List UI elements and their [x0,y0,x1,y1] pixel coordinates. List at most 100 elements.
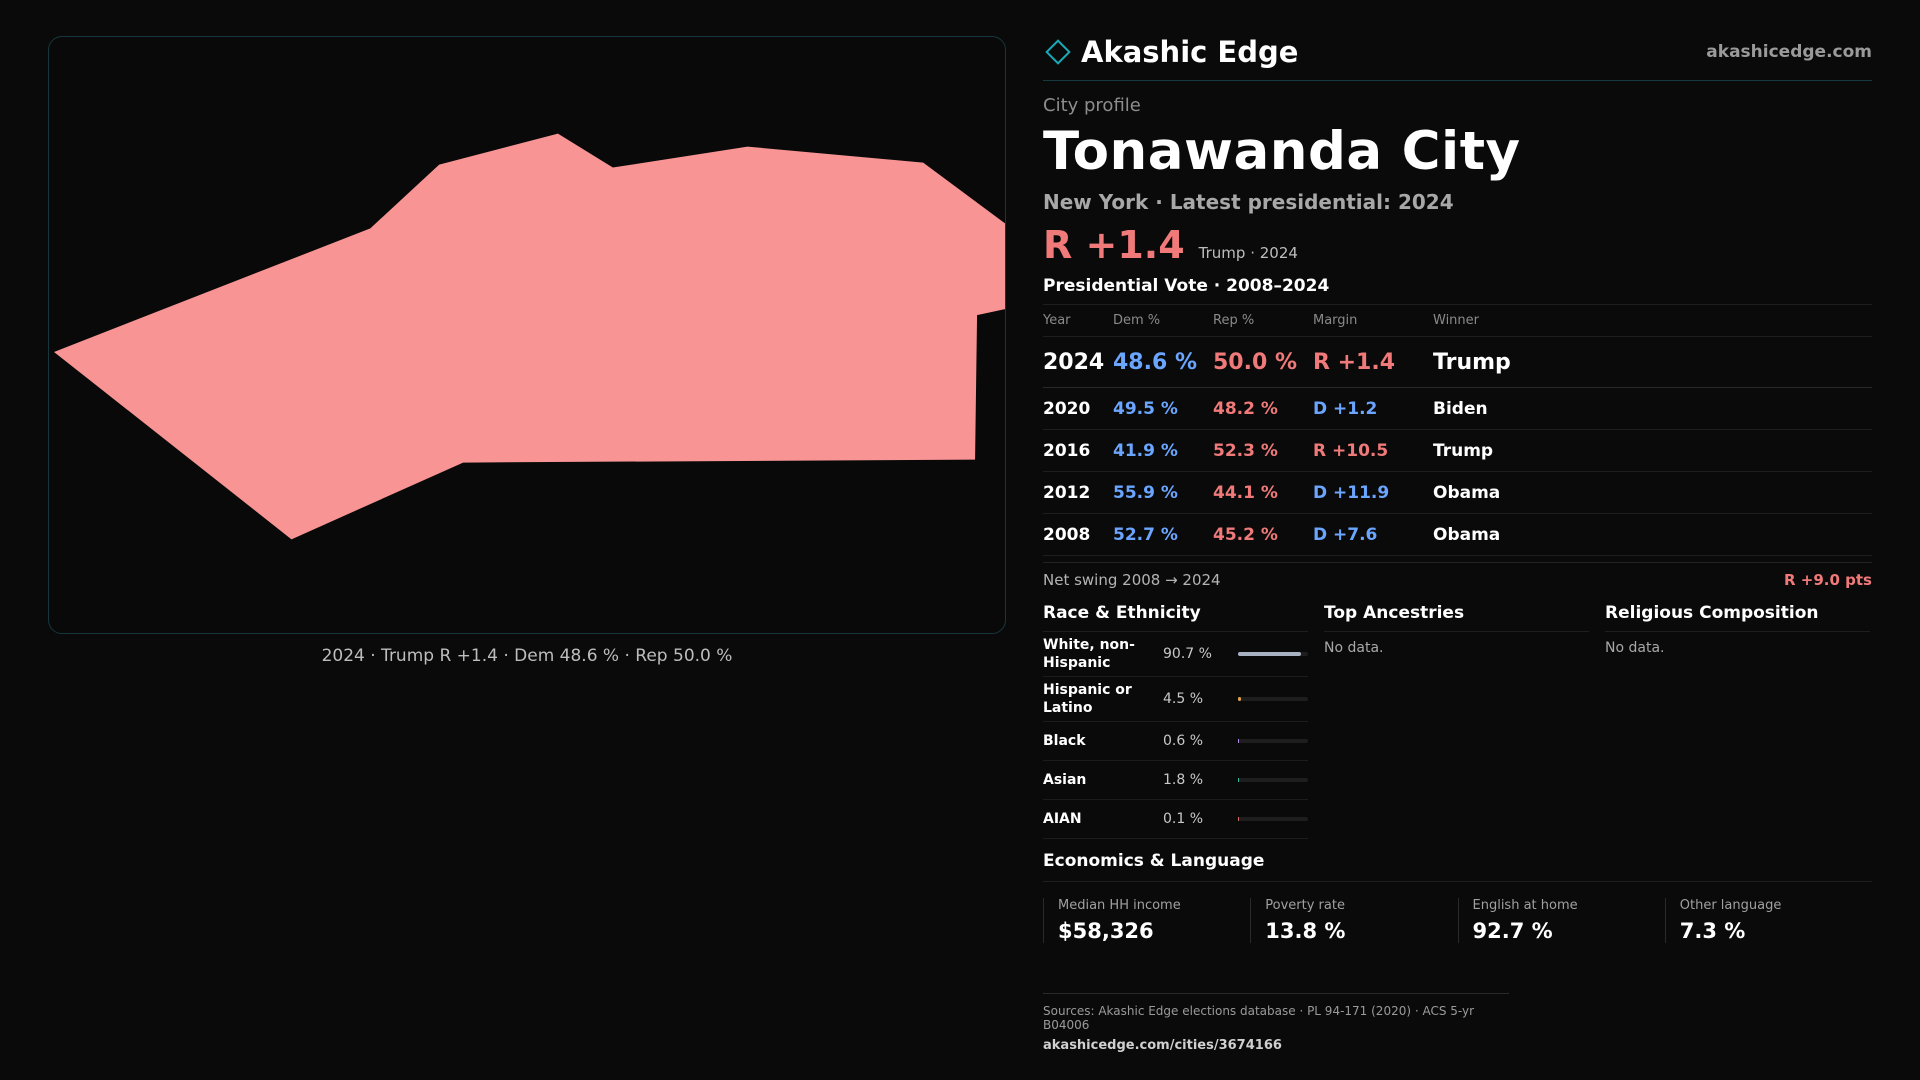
col-margin: Margin [1313,304,1433,337]
rep-cell: 50.0 % [1213,336,1313,388]
year-cell: 2012 [1043,471,1113,514]
margin-cell: R +1.4 [1313,336,1433,388]
race-bar [1238,778,1308,782]
margin-cell: D +7.6 [1313,513,1433,556]
stat-label: English at home [1472,898,1578,913]
dem-cell: 48.6 % [1113,336,1213,388]
rep-cell: 45.2 % [1213,513,1313,556]
race-bar [1238,697,1308,701]
race-bar [1238,652,1308,656]
footer-sources: Sources: Akashic Edge elections database… [1043,1004,1475,1032]
table-row[interactable]: 2016 41.9 % 52.3 % R +10.5 Trump [1043,429,1872,472]
margin-cell: R +10.5 [1313,429,1433,472]
race-bar [1238,739,1308,743]
economics-grid: Median HH income $58,326 Poverty rate 13… [1043,898,1872,943]
profile-panel: Akashic Edge akashicedge.com City profil… [1043,32,1872,1053]
winner-cell: Biden [1433,387,1872,430]
col-year: Year [1043,304,1113,337]
page-title: Tonawanda City [1043,121,1521,182]
table-row[interactable]: 2008 52.7 % 45.2 % D +7.6 Obama [1043,513,1872,556]
stat-card: Poverty rate 13.8 % [1250,898,1457,943]
race-bar [1238,817,1308,821]
year-cell: 2024 [1043,336,1113,388]
winner-cell: Trump [1433,336,1872,388]
race-bar-fill [1238,652,1302,656]
race-bar-fill [1238,778,1240,782]
headline-margin: R +1.4 Trump · 2024 [1043,224,1872,266]
race-pct: 0.6 % [1163,733,1204,749]
dem-cell: 41.9 % [1113,429,1213,472]
table-row[interactable]: 2024 48.6 % 50.0 % R +1.4 Trump [1043,336,1872,388]
race-pct: 0.1 % [1163,811,1204,827]
net-swing: Net swing 2008 → 2024 R +9.0 pts [1043,562,1872,589]
col-winner: Winner [1433,304,1872,337]
ancestries-section-title: Top Ancestries [1324,603,1589,632]
economics-section-title: Economics & Language [1043,851,1872,882]
net-swing-value: R +9.0 pts [1784,571,1872,589]
map-caption: 2024 · Trump R +1.4 · Dem 48.6 % · Rep 5… [321,646,733,666]
vote-table: Year Dem % Rep % Margin Winner 2024 48.6… [1043,304,1872,556]
dem-cell: 52.7 % [1113,513,1213,556]
city-boundary-shape[interactable] [53,133,1005,540]
race-row: Hispanic or Latino 4.5 % [1043,677,1308,722]
stat-label: Poverty rate [1265,898,1345,913]
year-cell: 2016 [1043,429,1113,472]
rep-cell: 48.2 % [1213,387,1313,430]
dem-cell: 49.5 % [1113,387,1213,430]
vote-table-header: Year Dem % Rep % Margin Winner [1043,304,1872,337]
stat-label: Other language [1679,898,1782,913]
race-section-title: Race & Ethnicity [1043,603,1308,632]
margin-cell: D +11.9 [1313,471,1433,514]
race-label: Black [1043,733,1086,749]
table-row[interactable]: 2020 49.5 % 48.2 % D +1.2 Biden [1043,387,1872,430]
footer-url[interactable]: akashicedge.com/cities/3674166 [1043,1038,1282,1053]
year-cell: 2008 [1043,513,1113,556]
page-kicker: City profile [1043,95,1141,116]
winner-cell: Obama [1433,471,1872,514]
headline-margin-meta: Trump · 2024 [1198,244,1298,262]
net-swing-label: Net swing 2008 → 2024 [1043,571,1221,589]
race-label: Hispanic or Latino [1043,682,1132,716]
stat-card: Median HH income $58,326 [1043,898,1250,943]
stat-card: Other language 7.3 % [1664,898,1872,943]
stat-value: $58,326 [1058,919,1154,943]
col-rep: Rep % [1213,304,1313,337]
religion-empty: No data. [1605,640,1665,656]
brand[interactable]: Akashic Edge [1043,35,1298,69]
winner-cell: Trump [1433,429,1872,472]
ancestries-section: Top Ancestries No data. [1324,603,1589,839]
race-label: Asian [1043,772,1087,788]
city-boundary-map[interactable] [48,36,1006,634]
race-pct: 4.5 % [1163,691,1204,707]
site-header: Akashic Edge akashicedge.com [1043,32,1872,81]
site-link[interactable]: akashicedge.com [1706,42,1872,62]
race-label: White, non-Hispanic [1043,637,1135,671]
diamond-logo-icon [1045,39,1071,65]
headline-margin-value: R +1.4 [1043,223,1185,267]
race-bar-fill [1238,739,1240,743]
dem-cell: 55.9 % [1113,471,1213,514]
race-row: White, non-Hispanic 90.7 % [1043,632,1308,677]
race-row: AIAN 0.1 % [1043,800,1308,839]
vote-section-title: Presidential Vote · 2008–2024 [1043,276,1330,296]
rep-cell: 44.1 % [1213,471,1313,514]
religion-section-title: Religious Composition [1605,603,1870,632]
footer: Sources: Akashic Edge elections database… [1043,993,1509,1053]
margin-cell: D +1.2 [1313,387,1433,430]
year-cell: 2020 [1043,387,1113,430]
table-row[interactable]: 2012 55.9 % 44.1 % D +11.9 Obama [1043,471,1872,514]
page-subtitle: New York · Latest presidential: 2024 [1043,190,1454,214]
demographics-grid: Race & Ethnicity White, non-Hispanic 90.… [1043,603,1872,839]
map-svg [53,133,1005,540]
race-label: AIAN [1043,811,1082,827]
stat-value: 92.7 % [1472,919,1553,943]
ancestries-empty: No data. [1324,640,1384,656]
race-row: Asian 1.8 % [1043,761,1308,800]
race-row: Black 0.6 % [1043,722,1308,761]
race-bar-fill [1238,817,1240,821]
winner-cell: Obama [1433,513,1872,556]
stat-card: English at home 92.7 % [1457,898,1665,943]
race-pct: 1.8 % [1163,772,1204,788]
religion-section: Religious Composition No data. [1605,603,1870,839]
stat-value: 7.3 % [1679,919,1746,943]
